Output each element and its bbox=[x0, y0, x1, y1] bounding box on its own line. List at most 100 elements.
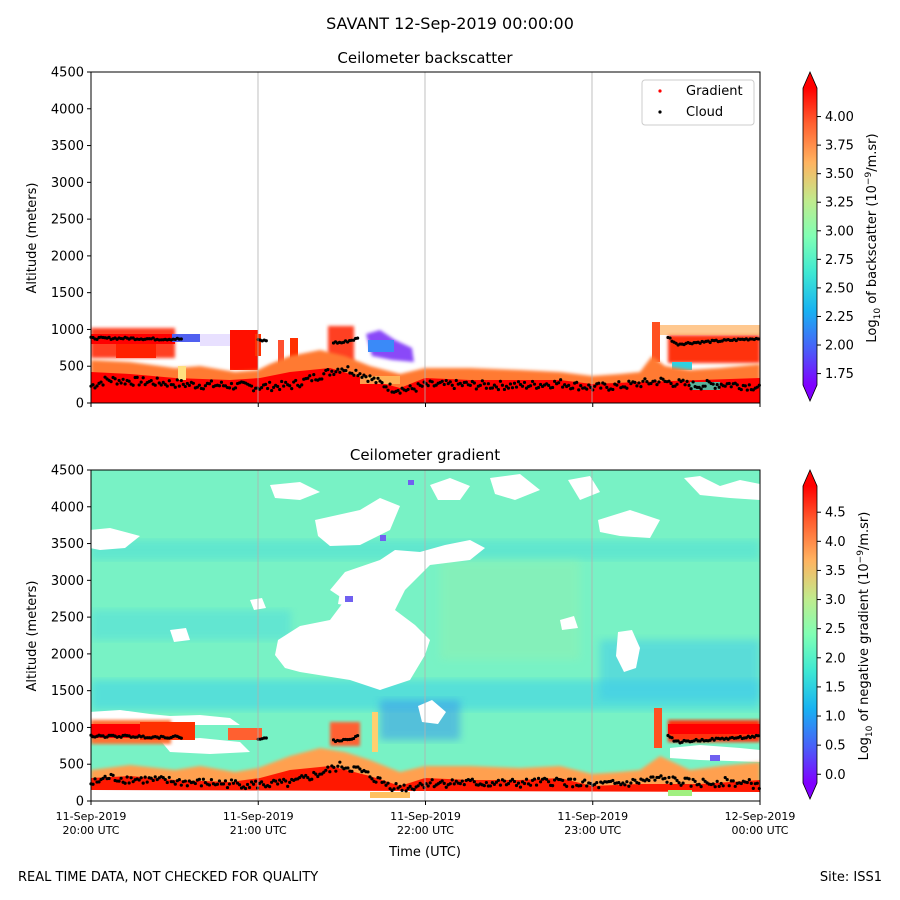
cloud-point bbox=[370, 777, 374, 781]
cloud-point bbox=[153, 775, 157, 779]
cloud-point bbox=[358, 372, 362, 376]
cloud-point bbox=[615, 383, 619, 387]
cloud-point bbox=[633, 778, 637, 782]
cloud-point bbox=[380, 381, 384, 385]
cloud-point bbox=[91, 782, 95, 786]
top-colorbar: 1.75 2.00 2.25 2.50 2.75 3.00 3.25 3.50 3.75 4.00… bbox=[802, 71, 883, 402]
cloud-point bbox=[454, 779, 458, 783]
cloud-point bbox=[514, 385, 519, 389]
cloud-point bbox=[229, 381, 234, 386]
cloud-point bbox=[288, 780, 292, 784]
cloud-point bbox=[127, 781, 131, 785]
cloud-point bbox=[264, 736, 268, 740]
cloud-point bbox=[713, 386, 717, 390]
legend-cloud-label: Cloud bbox=[686, 105, 723, 120]
cloud-point bbox=[145, 780, 149, 784]
cloud-point bbox=[251, 389, 256, 393]
cloud-point bbox=[374, 381, 378, 385]
y-tick-label: 1000 bbox=[51, 721, 84, 736]
cloud-point bbox=[161, 776, 165, 780]
colorbar-tick-label: 2.50 bbox=[825, 281, 854, 296]
cloud-point bbox=[386, 388, 390, 392]
cloud-point bbox=[745, 388, 749, 392]
cloud-point bbox=[488, 784, 492, 788]
cloud-point bbox=[416, 784, 420, 788]
cloud-point bbox=[262, 783, 266, 787]
cloud-point bbox=[659, 774, 663, 778]
cloud-point bbox=[352, 373, 356, 377]
cloud-point bbox=[306, 376, 310, 380]
cloud-point bbox=[266, 386, 270, 391]
cloud-point bbox=[95, 337, 99, 341]
cloud-point bbox=[346, 766, 350, 770]
cloud-point bbox=[165, 384, 169, 388]
cloud-point bbox=[565, 784, 569, 788]
cloud-point bbox=[653, 379, 657, 383]
cloud-point bbox=[683, 383, 687, 387]
cloud-point bbox=[460, 384, 464, 388]
cloud-point bbox=[496, 387, 501, 392]
cloud-point bbox=[316, 774, 320, 779]
cloud-point bbox=[195, 385, 199, 389]
y-tick-label: 1500 bbox=[51, 684, 84, 699]
colorbar-tick-label: 0.0 bbox=[825, 768, 846, 783]
y-tick-label: 1000 bbox=[51, 323, 84, 338]
y-tick-label: 3000 bbox=[51, 574, 84, 589]
cloud-point bbox=[284, 380, 288, 384]
cloud-point bbox=[723, 775, 727, 780]
cloud-point bbox=[739, 387, 743, 392]
cloud-point bbox=[225, 785, 230, 790]
cloud-point bbox=[179, 783, 183, 787]
cloud-point bbox=[522, 380, 527, 385]
cloud-point bbox=[663, 776, 667, 780]
y-tick-label: 3000 bbox=[51, 176, 84, 191]
cloud-point bbox=[161, 380, 165, 384]
cloud-point bbox=[756, 734, 760, 738]
cloud-point bbox=[336, 367, 340, 371]
cloud-point bbox=[127, 379, 131, 383]
cloud-point bbox=[561, 385, 565, 389]
cloud-point bbox=[121, 377, 125, 381]
cloud-point bbox=[717, 784, 721, 789]
cloud-point bbox=[635, 384, 639, 388]
cloud-point bbox=[412, 387, 416, 391]
cloud-point bbox=[442, 382, 446, 387]
colorbar-tick-label: 2.0 bbox=[825, 651, 846, 666]
cloud-point bbox=[708, 340, 712, 345]
cloud-point bbox=[322, 770, 326, 774]
cloud-point bbox=[376, 376, 380, 380]
cloud-point bbox=[745, 780, 749, 785]
cloud-point bbox=[197, 383, 201, 387]
y-tick-label: 500 bbox=[59, 758, 84, 773]
cloud-point bbox=[155, 376, 159, 380]
cloud-point bbox=[657, 380, 661, 384]
cloud-point bbox=[372, 376, 376, 380]
cloud-point bbox=[528, 384, 533, 388]
cloud-point bbox=[693, 779, 697, 783]
cloud-point bbox=[243, 786, 248, 791]
cloud-point bbox=[215, 782, 220, 786]
cloud-point bbox=[264, 339, 268, 343]
cloud-point bbox=[101, 383, 105, 387]
cloud-point bbox=[109, 380, 113, 384]
cloud-point bbox=[470, 777, 474, 781]
cloud-point bbox=[209, 778, 214, 782]
cloud-point bbox=[747, 383, 751, 387]
cloud-point bbox=[408, 784, 412, 788]
x-axis-label: Time (UTC) bbox=[388, 845, 461, 860]
cloud-point bbox=[324, 768, 328, 772]
cloud-point bbox=[366, 770, 370, 774]
cloud-point bbox=[101, 776, 105, 780]
cloud-point bbox=[651, 775, 655, 779]
cloud-point bbox=[643, 377, 647, 381]
cloud-point bbox=[725, 778, 729, 782]
cloud-point bbox=[310, 777, 314, 781]
cloud-point bbox=[143, 775, 147, 779]
cloud-point bbox=[468, 383, 472, 387]
y-tick-label: 500 bbox=[59, 360, 84, 375]
y-tick-label: 3500 bbox=[51, 139, 84, 154]
cloud-point bbox=[611, 387, 615, 392]
cloud-point bbox=[253, 779, 258, 783]
cloud-point bbox=[131, 780, 135, 784]
cloud-point bbox=[351, 736, 356, 741]
